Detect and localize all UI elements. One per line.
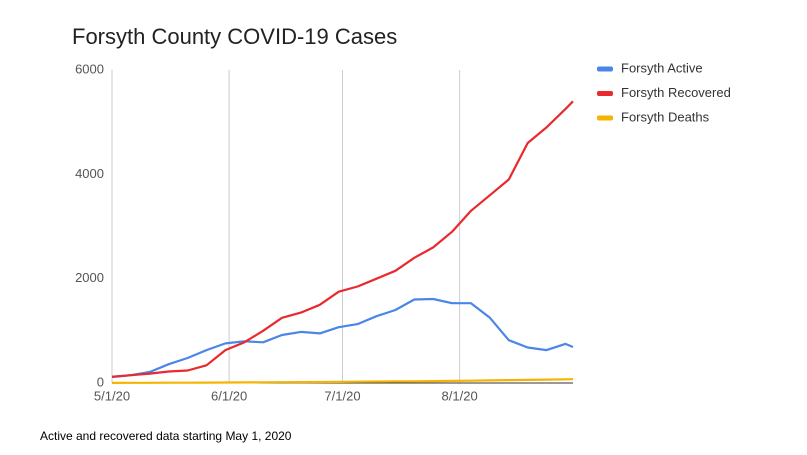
x-tick-label: 8/1/20 [442,388,478,403]
y-tick-label: 2000 [75,270,104,285]
legend-label: Forsyth Active [621,60,703,75]
legend-label: Forsyth Recovered [621,85,731,100]
legend-swatch [597,115,613,121]
series-line [111,378,574,384]
chart-title: Forsyth County COVID-19 Cases [72,24,397,49]
legend-swatch [597,91,613,96]
y-tick-label: 6000 [75,61,104,76]
series-line [111,100,574,378]
x-tick-label: 5/1/20 [94,388,130,403]
legend-label: Forsyth Deaths [621,109,710,124]
series-line [111,297,574,379]
y-tick-label: 0 [97,374,104,389]
legend-swatch [597,66,613,72]
x-tick-label: 6/1/20 [211,388,247,403]
y-tick-label: 4000 [75,166,104,181]
x-tick-label: 7/1/20 [324,388,360,403]
caption: Active and recovered data starting May 1… [40,429,292,443]
